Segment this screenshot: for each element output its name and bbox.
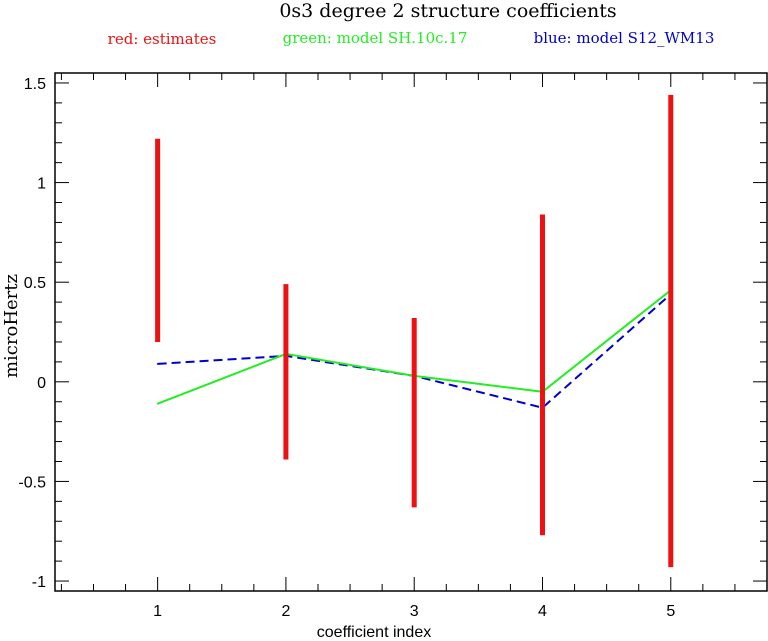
estimates-layer xyxy=(155,94,674,568)
x-tick-label: 4 xyxy=(538,603,547,620)
y-tick-label: 0.5 xyxy=(24,275,46,292)
legend-green-model: green: model SH.10c.17 xyxy=(283,29,468,47)
y-tick-label: 1 xyxy=(37,176,46,193)
y-tick-label: 0 xyxy=(37,375,46,392)
y-tick-labels: -1 -0.5 0 0.5 1 1.5 xyxy=(18,76,46,591)
x-tick-label: 5 xyxy=(666,603,675,620)
x-axis-label: coefficient index xyxy=(317,624,431,641)
plot-frame xyxy=(54,72,768,592)
x-tick-label: 2 xyxy=(281,603,290,620)
x-tick-labels: 1 2 3 4 5 xyxy=(153,603,675,620)
y-axis-label: microHertz xyxy=(1,274,22,378)
legend-blue-model: blue: model S12_WM13 xyxy=(534,29,715,47)
axis-ticks xyxy=(55,73,768,591)
chart-title: 0s3 degree 2 structure coefficients xyxy=(279,0,616,22)
x-tick-label: 1 xyxy=(153,603,162,620)
y-tick-label: -1 xyxy=(32,574,46,591)
blue-model-point xyxy=(156,363,159,365)
legend-estimates: red: estimates xyxy=(108,30,217,48)
y-tick-label: -0.5 xyxy=(18,474,46,491)
green-model-point xyxy=(156,402,159,405)
y-tick-label: 1.5 xyxy=(24,76,46,93)
x-tick-label: 3 xyxy=(410,603,419,620)
